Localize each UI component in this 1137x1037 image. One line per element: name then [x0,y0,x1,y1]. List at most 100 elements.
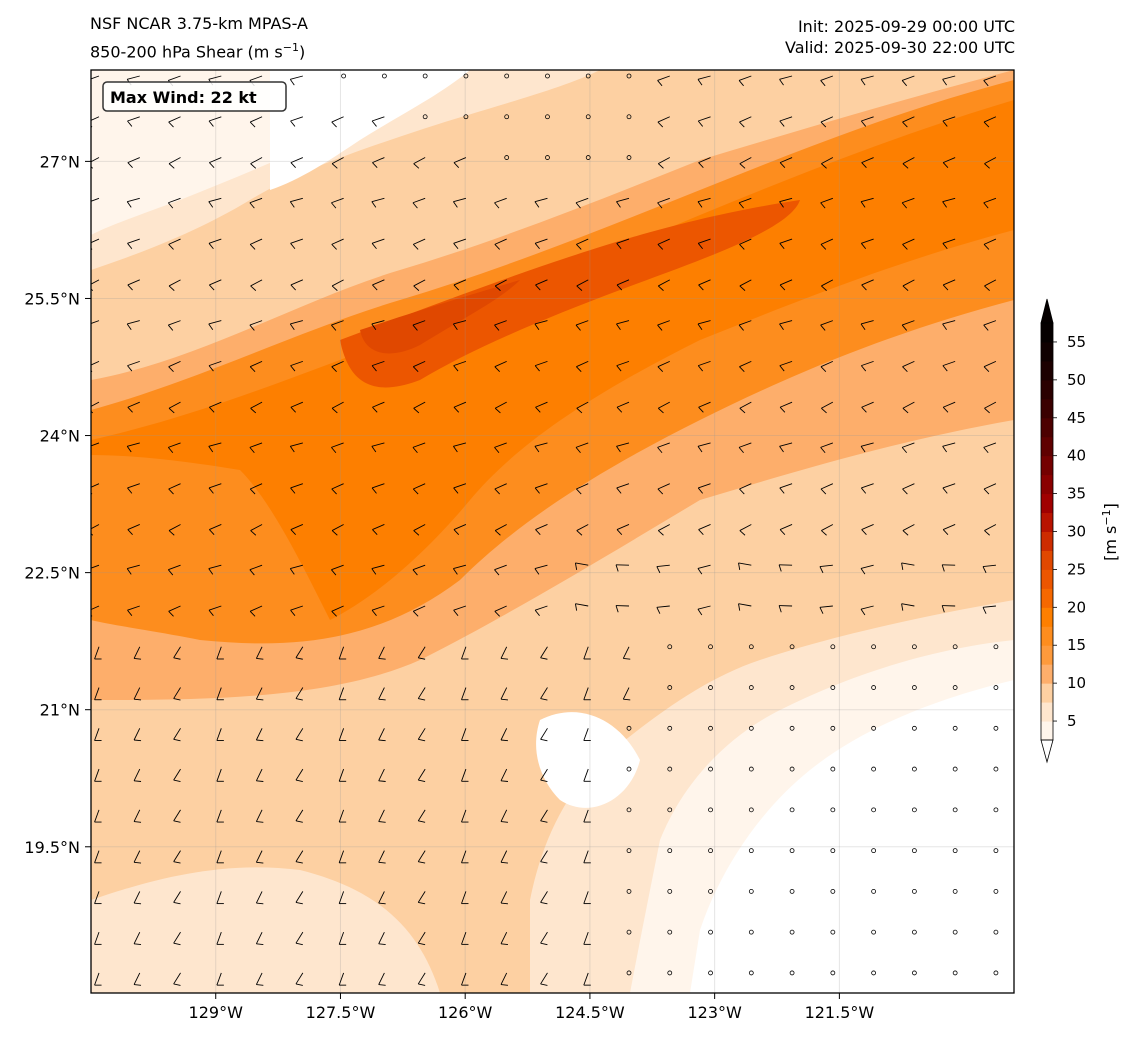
wind-barb-staff [378,891,385,904]
wind-barb-flag [540,738,548,742]
wind-barb-staff [698,360,711,367]
wind-barb-flag [657,488,664,495]
wind-barb-flag [819,607,824,614]
wind-barb-staff [412,564,426,571]
wind-barb-staff [371,483,385,489]
wind-barb-staff [820,320,834,326]
wind-barb-flag [901,447,908,454]
wind-barb-flag [623,698,631,701]
wind-barb-staff [338,646,345,660]
wind-barb-flag [412,244,419,250]
wind-barb-staff [168,401,181,409]
wind-barb-flag [821,163,827,169]
wind-barb-staff [658,401,670,409]
wind-barb-flag [861,162,867,169]
wind-barb-staff [616,401,630,408]
wind-barb-staff [902,75,915,81]
wind-barb-flag [657,447,663,454]
wind-barb-staff [657,197,670,204]
wind-barb-staff [821,157,834,165]
wind-barb-flag [418,901,426,905]
wind-barb-flag [984,407,990,414]
wind-barb-flag [738,562,741,570]
wind-barb-staff [698,279,711,286]
calm-barb [952,848,958,854]
wind-barb-flag [378,984,386,986]
wind-barb-staff [583,687,589,700]
wind-barb-flag [209,406,215,413]
wind-barb-staff [290,483,303,489]
calm-barb [667,766,673,772]
wind-barb-flag [91,288,94,291]
wind-barb-staff [91,564,100,569]
wind-barb-staff [820,360,834,368]
wind-barb-staff [209,157,222,164]
wind-barb-staff [494,238,507,245]
calm-barb [626,73,632,79]
wind-barb-flag [412,202,418,209]
wind-barb-staff [656,564,670,568]
wind-barb-staff [575,320,589,326]
wind-barb-flag [902,163,909,169]
calm-barb [422,73,428,79]
wind-barb-staff [91,320,100,325]
wind-barb-staff [819,564,833,568]
wind-barb-flag [418,942,426,946]
wind-barb-flag [208,243,214,250]
wind-barb-staff [500,931,508,945]
wind-barb-flag [901,80,908,87]
wind-barb-staff [338,809,345,823]
wind-barb-flag [574,562,578,570]
wind-barb-staff [453,157,467,164]
wind-barb-staff [133,931,141,945]
wind-barb-flag [738,324,744,331]
wind-barb-staff [173,809,181,822]
wind-barb-staff [331,483,344,490]
wind-barb-flag [983,447,989,454]
colorbar-tick-label-7: 40 [1067,447,1086,465]
wind-barb-staff [983,197,997,204]
wind-barb-flag [860,608,866,616]
calm-barb [708,644,713,650]
calm-barb [911,725,917,731]
wind-barb-staff [91,279,100,285]
calm-barb [504,114,510,120]
wind-barb-staff [91,157,100,163]
wind-barb-staff [331,279,344,287]
wind-barb-flag [168,121,174,128]
max-wind-label: Max Wind: 22 kt [110,88,257,107]
wind-barb-staff [534,320,548,325]
wind-barb-flag [173,698,181,701]
wind-barb-staff [901,603,915,607]
wind-barb-flag [576,488,582,495]
wind-barb-flag [942,284,949,291]
shear-region-calm [270,70,470,190]
calm-barb [748,929,754,935]
wind-barb-flag [942,201,947,208]
wind-barb-flag [494,488,501,495]
wind-barb-flag [500,861,509,864]
wind-barb-staff [331,238,344,245]
wind-barb-flag [256,780,264,782]
wind-barb-flag [615,564,619,572]
wind-barb-staff [208,116,222,122]
colorbar-extend-max [1040,298,1054,324]
wind-barb-flag [697,487,704,494]
wind-barb-flag [134,739,142,742]
wind-barb-staff [984,401,997,409]
wind-barb-flag [901,603,904,611]
wind-barb-flag [290,406,296,413]
wind-barb-staff [250,524,263,531]
wind-barb-staff [658,279,670,287]
wind-barb-staff [378,931,385,945]
wind-barb-flag [295,779,303,782]
calm-barb [952,766,958,772]
wind-barb-staff [943,401,956,408]
colorbar-segment-7 [1041,588,1053,608]
wind-barb-flag [657,121,664,128]
wind-barb-staff [338,768,345,782]
wind-barb-staff [494,360,507,368]
calm-barb [871,644,877,650]
wind-barb-flag [942,487,948,494]
wind-barb-staff [127,116,140,122]
